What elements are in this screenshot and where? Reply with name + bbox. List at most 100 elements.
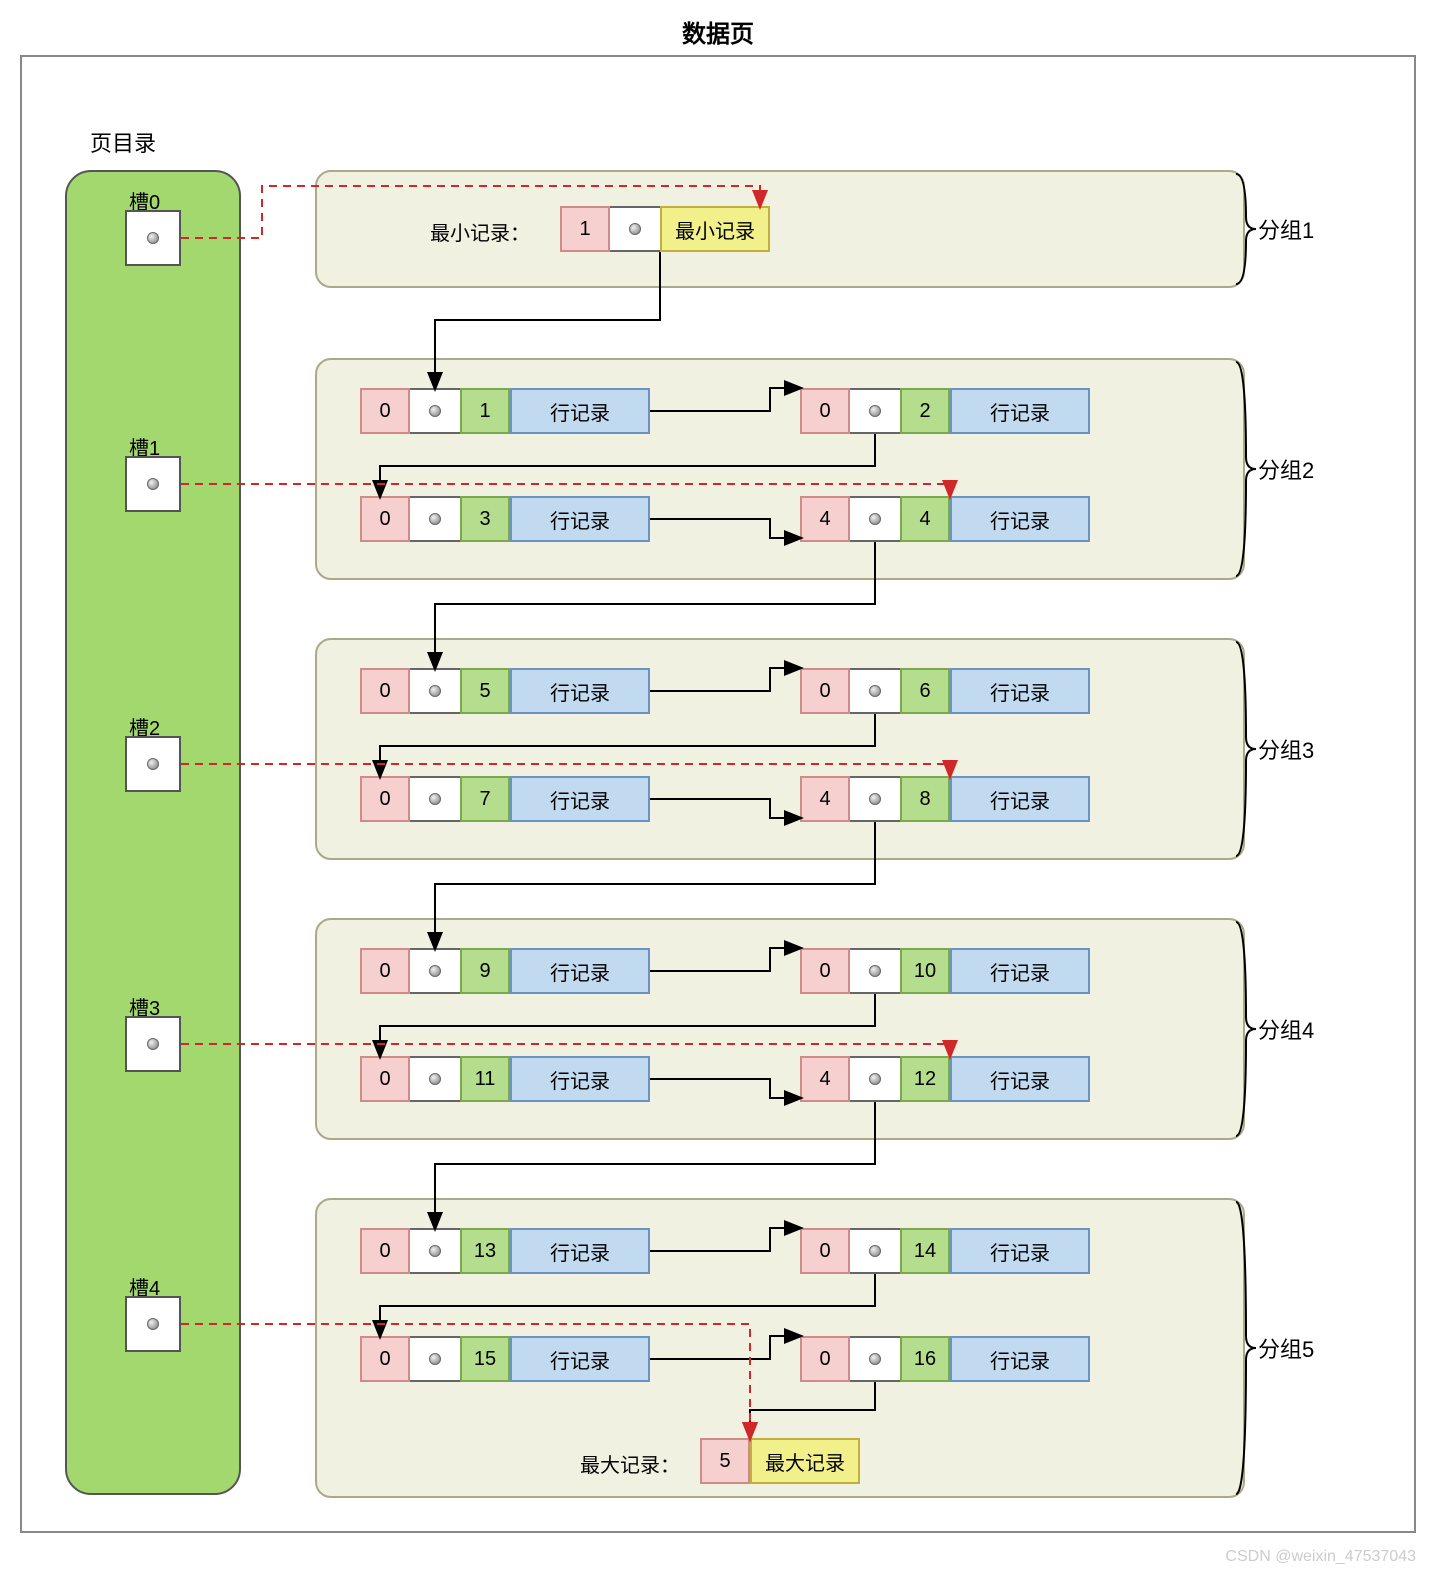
record-2: 02行记录	[800, 388, 1090, 434]
record-9-blue: 行记录	[510, 948, 650, 994]
record-3-pink: 0	[360, 496, 410, 542]
record-4-green: 4	[900, 496, 950, 542]
record-9-green: 9	[460, 948, 510, 994]
dot-icon	[869, 405, 881, 417]
record-3-green: 3	[460, 496, 510, 542]
group-label-4: 分组4	[1258, 1013, 1314, 1045]
record-5-blue: 行记录	[510, 668, 650, 714]
watermark: CSDN @weixin_47537043	[1225, 1548, 1416, 1566]
dot-icon	[869, 1073, 881, 1085]
record-7-dot	[410, 776, 460, 822]
dot-icon	[147, 1318, 159, 1330]
record-7-blue: 行记录	[510, 776, 650, 822]
page-title: 数据页	[0, 14, 1436, 49]
dot-icon	[147, 232, 159, 244]
record-5: 05行记录	[360, 668, 650, 714]
min-record-dot	[610, 206, 660, 252]
record-6-dot	[850, 668, 900, 714]
group-label-2: 分组2	[1258, 453, 1314, 485]
max-record-label: 最大记录：	[580, 1449, 680, 1478]
record-10: 0 10行记录	[800, 948, 1090, 994]
record-12-green: 12	[900, 1056, 950, 1102]
slot-3	[125, 1016, 181, 1072]
max-record-pink: 5	[700, 1438, 750, 1484]
record-14-green: 14	[900, 1228, 950, 1274]
record-1-blue: 行记录	[510, 388, 650, 434]
record-14-pink: 0	[800, 1228, 850, 1274]
dot-icon	[869, 1353, 881, 1365]
dot-icon	[869, 965, 881, 977]
dot-icon	[429, 1245, 441, 1257]
record-1-pink: 0	[360, 388, 410, 434]
record-3-blue: 行记录	[510, 496, 650, 542]
record-11-pink: 0	[360, 1056, 410, 1102]
record-11-blue: 行记录	[510, 1056, 650, 1102]
record-13-pink: 0	[360, 1228, 410, 1274]
record-6-green: 6	[900, 668, 950, 714]
record-10-pink: 0	[800, 948, 850, 994]
record-9: 0 9行记录	[360, 948, 650, 994]
record-2-dot	[850, 388, 900, 434]
dot-icon	[429, 513, 441, 525]
group-brace-1: 分组1	[1258, 213, 1314, 245]
record-2-green: 2	[900, 388, 950, 434]
dot-icon	[429, 793, 441, 805]
min-record-pink: 1	[560, 206, 610, 252]
record-13: 013行记录	[360, 1228, 650, 1274]
record-14-dot	[850, 1228, 900, 1274]
record-16-blue: 行记录	[950, 1336, 1090, 1382]
record-13-green: 13	[460, 1228, 510, 1274]
record-14-blue: 行记录	[950, 1228, 1090, 1274]
record-2-pink: 0	[800, 388, 850, 434]
record-6: 06行记录	[800, 668, 1090, 714]
record-1-dot	[410, 388, 460, 434]
record-7: 07行记录	[360, 776, 650, 822]
record-8-dot	[850, 776, 900, 822]
dot-icon	[147, 758, 159, 770]
record-15-blue: 行记录	[510, 1336, 650, 1382]
group-label-1: 分组1	[1258, 213, 1314, 245]
record-7-pink: 0	[360, 776, 410, 822]
record-6-pink: 0	[800, 668, 850, 714]
dot-icon	[429, 1073, 441, 1085]
min-record: 1最小记录	[560, 206, 770, 252]
record-8-green: 8	[900, 776, 950, 822]
record-8-blue: 行记录	[950, 776, 1090, 822]
group-brace-2: 分组2	[1258, 453, 1314, 485]
record-15-dot	[410, 1336, 460, 1382]
record-11: 011行记录	[360, 1056, 650, 1102]
directory-label: 页目录	[90, 126, 156, 158]
record-13-dot	[410, 1228, 460, 1274]
record-10-green: 10	[900, 948, 950, 994]
slot-0	[125, 210, 181, 266]
dot-icon	[429, 685, 441, 697]
record-1-green: 1	[460, 388, 510, 434]
dot-icon	[147, 478, 159, 490]
record-11-dot	[410, 1056, 460, 1102]
record-15-green: 15	[460, 1336, 510, 1382]
record-15-pink: 0	[360, 1336, 410, 1382]
group-brace-4: 分组4	[1258, 1013, 1314, 1045]
record-4: 44行记录	[800, 496, 1090, 542]
record-10-blue: 行记录	[950, 948, 1090, 994]
dot-icon	[429, 965, 441, 977]
record-1: 0 1行记录	[360, 388, 650, 434]
record-5-pink: 0	[360, 668, 410, 714]
record-15: 0 15行记录	[360, 1336, 650, 1382]
group-label-3: 分组3	[1258, 733, 1314, 765]
record-5-dot	[410, 668, 460, 714]
record-4-pink: 4	[800, 496, 850, 542]
record-3: 0 3行记录	[360, 496, 650, 542]
record-12: 412行记录	[800, 1056, 1090, 1102]
dot-icon	[429, 405, 441, 417]
dot-icon	[869, 1245, 881, 1257]
record-4-dot	[850, 496, 900, 542]
record-16-pink: 0	[800, 1336, 850, 1382]
record-4-blue: 行记录	[950, 496, 1090, 542]
record-9-dot	[410, 948, 460, 994]
record-16: 016行记录	[800, 1336, 1090, 1382]
record-12-dot	[850, 1056, 900, 1102]
record-9-pink: 0	[360, 948, 410, 994]
slot-4	[125, 1296, 181, 1352]
record-16-dot	[850, 1336, 900, 1382]
